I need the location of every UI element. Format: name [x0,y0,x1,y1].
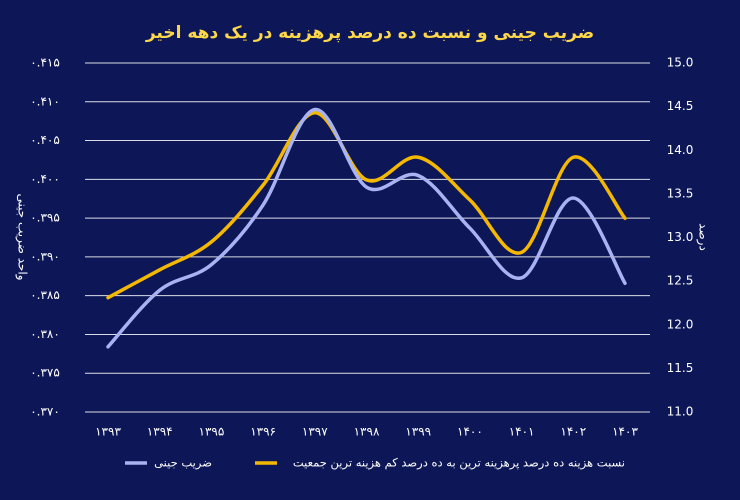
y2-tick-label: 11.5 [667,361,694,375]
legend-label: نسبت هزینه ده درصد پرهزینه ترین به ده در… [293,456,625,471]
y2-tick-label: 11.0 [667,405,694,419]
y-axis-title: واحد ضریب جینی [15,193,30,280]
x-tick-label: ۱۴۰۲ [560,425,586,439]
y-tick-label: ۰.۳۹۰ [30,249,60,263]
x-tick-label: ۱۴۰۱ [509,425,535,439]
y2-axis-title: درصد [696,223,711,251]
y-tick-label: ۰.۴۱۰ [30,94,60,108]
x-tick-label: ۱۳۹۴ [147,425,173,439]
x-tick-label: ۱۳۹۹ [405,425,431,439]
y-tick-label: ۰.۳۹۵ [30,211,60,225]
y2-tick-label: 13.5 [667,186,694,200]
y2-tick-label: 12.0 [667,317,694,331]
y-tick-label: ۰.۳۸۰ [30,327,60,341]
y2-tick-label: 15.0 [667,56,694,70]
series-line [106,110,627,300]
x-tick-label: ۱۳۹۳ [95,425,121,439]
y-tick-label: ۰.۴۱۵ [30,56,60,70]
y2-tick-label: 13.0 [667,230,694,244]
y-tick-label: ۰.۴۰۵ [30,133,60,147]
x-tick-label: ۱۴۰۰ [457,425,483,439]
y-tick-label: ۰.۳۸۵ [30,288,60,302]
x-tick-label: ۱۳۹۸ [354,425,380,439]
x-tick-label: ۱۳۹۶ [250,425,276,439]
x-tick-label: ۱۳۹۷ [302,425,328,439]
y2-tick-label: 14.0 [667,143,694,157]
y-tick-label: ۰.۴۰۰ [30,172,60,186]
chart-title: ضریب جینی و نسبت ده درصد پرهزینه در یک د… [145,23,594,43]
x-tick-label: ۱۴۰۳ [612,425,638,439]
series-line [106,107,627,349]
y2-tick-label: 14.5 [667,99,694,113]
y2-tick-label: 12.5 [667,274,694,288]
y-tick-label: ۰.۳۷۰ [30,405,60,419]
y-tick-label: ۰.۳۷۵ [30,366,60,380]
x-tick-label: ۱۳۹۵ [199,425,225,439]
legend-label: ضریب جینی [154,456,212,471]
